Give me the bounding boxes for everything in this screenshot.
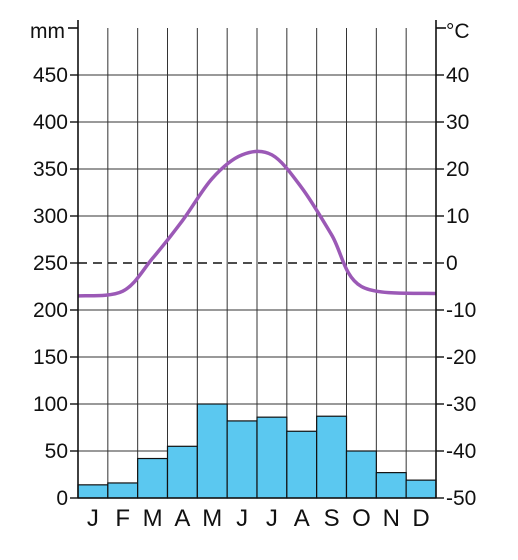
left-axis-tick-label: 400 <box>33 111 68 134</box>
precipitation-bar <box>256 416 288 499</box>
precipitation-bar <box>77 484 109 499</box>
left-axis-tick-label: 100 <box>33 393 68 416</box>
right-axis-tick-label: 0 <box>446 252 458 275</box>
right-axis-tick-labels: -50 -40 -30 -20 -10 0 10 20 30 40 <box>436 64 476 510</box>
right-axis-tick-label: 30 <box>446 111 469 134</box>
right-axis-tick-label: 10 <box>446 205 469 228</box>
precipitation-bar <box>107 482 139 499</box>
month-label: A <box>294 505 310 532</box>
month-label: F <box>115 505 130 532</box>
right-axis-tick-label: -30 <box>446 393 476 416</box>
month-label: S <box>324 505 340 532</box>
month-label: M <box>143 505 163 532</box>
month-label: D <box>412 505 429 532</box>
precipitation-bar <box>345 450 377 499</box>
precipitation-bar <box>166 445 198 499</box>
grid-lines <box>78 28 436 498</box>
left-axis-unit: mm <box>30 20 65 43</box>
precipitation-bar <box>226 420 258 499</box>
right-axis-tick-label: -50 <box>446 487 476 510</box>
left-axis-tick-label: 450 <box>33 64 68 87</box>
precipitation-bar <box>137 457 169 499</box>
month-label: J <box>87 505 99 532</box>
left-axis-tick-label: 250 <box>33 252 68 275</box>
left-axis-tick-label: 0 <box>56 487 68 510</box>
precipitation-bar <box>196 403 228 499</box>
left-axis-tick-label: 350 <box>33 158 68 181</box>
left-axis-tick-label: 50 <box>45 440 68 463</box>
precipitation-bar <box>375 472 407 499</box>
right-axis-tick-label: -10 <box>446 299 476 322</box>
month-label: O <box>352 505 371 532</box>
month-label: J <box>236 505 248 532</box>
month-label: M <box>202 505 222 532</box>
right-axis-tick-label: -40 <box>446 440 476 463</box>
right-axis-tick-label: -20 <box>446 346 476 369</box>
axes <box>68 20 446 499</box>
precipitation-bar <box>316 415 348 499</box>
left-axis-tick-label: 150 <box>33 346 68 369</box>
month-label: J <box>266 505 278 532</box>
temperature-line <box>77 149 437 298</box>
right-axis-tick-label: 40 <box>446 64 469 87</box>
precipitation-bar <box>286 430 318 499</box>
left-axis-tick-label: 300 <box>33 205 68 228</box>
right-axis-unit: °C <box>446 20 470 43</box>
left-axis-tick-label: 200 <box>33 299 68 322</box>
precipitation-bar <box>405 479 437 499</box>
right-axis-tick-label: 20 <box>446 158 469 181</box>
month-label: A <box>174 505 190 532</box>
left-axis-tick-labels: 0 50 100 150 200 250 300 350 400 450 <box>33 64 78 510</box>
month-label: N <box>383 505 400 532</box>
